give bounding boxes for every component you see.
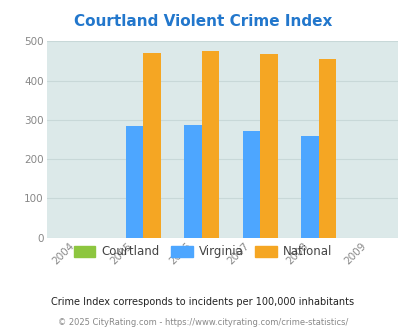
Bar	[126, 126, 143, 238]
Bar	[318, 59, 336, 238]
Legend: Courtland, Virginia, National: Courtland, Virginia, National	[69, 241, 336, 263]
Text: © 2025 CityRating.com - https://www.cityrating.com/crime-statistics/: © 2025 CityRating.com - https://www.city…	[58, 318, 347, 327]
Bar	[242, 131, 260, 238]
Text: Courtland Violent Crime Index: Courtland Violent Crime Index	[74, 14, 331, 29]
Text: Crime Index corresponds to incidents per 100,000 inhabitants: Crime Index corresponds to incidents per…	[51, 297, 354, 307]
Bar	[184, 125, 201, 238]
Bar	[301, 136, 318, 238]
Bar	[201, 51, 219, 238]
Bar	[143, 53, 160, 238]
Bar	[260, 54, 277, 238]
